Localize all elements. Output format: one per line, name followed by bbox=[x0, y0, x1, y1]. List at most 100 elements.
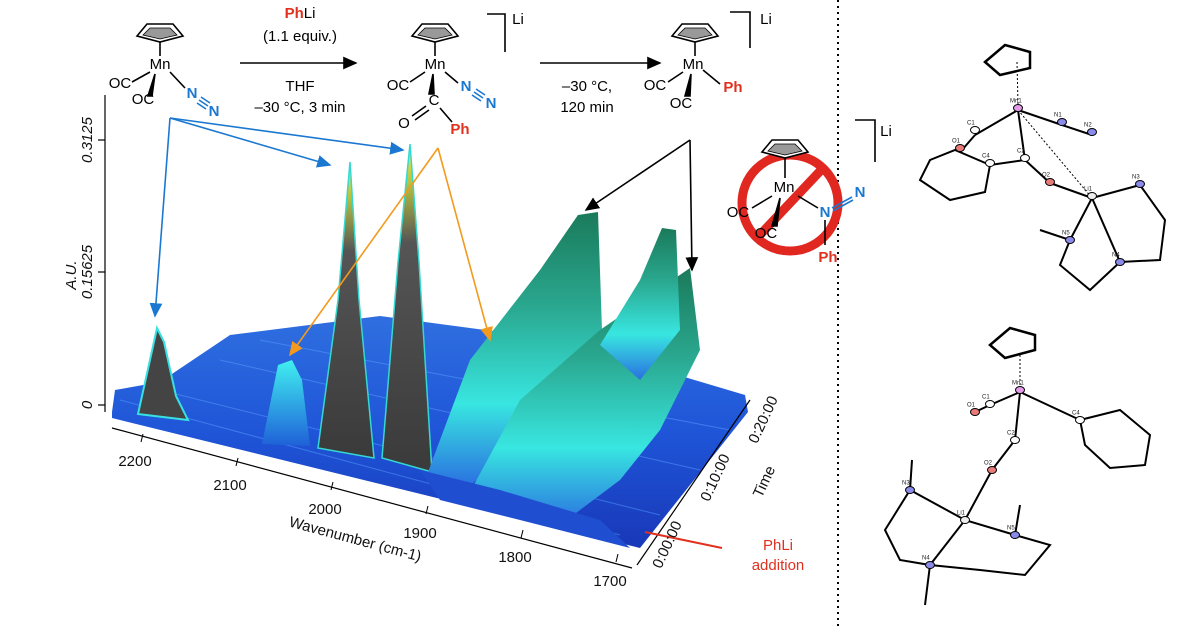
x-tick-label: 1800 bbox=[498, 549, 531, 566]
x-tick bbox=[140, 433, 144, 443]
co-ligand: OC bbox=[670, 95, 693, 112]
atom bbox=[1115, 258, 1125, 266]
atom bbox=[970, 126, 980, 134]
phenyl: Ph bbox=[723, 79, 742, 96]
x-tick bbox=[425, 505, 429, 515]
nitrogen: N bbox=[820, 204, 831, 221]
atom-label: Mn1 bbox=[1010, 99, 1022, 105]
x-tick bbox=[520, 529, 524, 539]
atoms: Mn1 N1 N2 C1 O1 C2 C4 O2 Li1 N3 N5 N4 Mn1 C1 O1 C4 C2 O2 N… bbox=[902, 99, 1145, 569]
x-tick bbox=[330, 481, 334, 491]
x-tick bbox=[615, 553, 619, 563]
conditions: –30 °C, 3 min bbox=[254, 99, 345, 116]
co-ligand: OC bbox=[109, 75, 132, 92]
nitrogen: N bbox=[855, 184, 866, 201]
atom bbox=[955, 144, 965, 152]
atom bbox=[985, 400, 995, 408]
atom bbox=[985, 159, 995, 167]
reagent-li: Li bbox=[304, 5, 316, 22]
x-tick-label: 1700 bbox=[593, 573, 626, 590]
atom-label: Mn1 bbox=[1012, 381, 1024, 387]
y-tick-label: 0.15625 bbox=[79, 244, 96, 299]
time-axis-label: Time bbox=[750, 463, 779, 500]
counterion: Li bbox=[880, 123, 892, 140]
counterion: Li bbox=[512, 11, 524, 28]
x-tick bbox=[235, 457, 239, 467]
atom-label: O1 bbox=[952, 139, 961, 145]
co-ligand: OC bbox=[727, 204, 750, 221]
annotation: PhLi bbox=[763, 537, 793, 554]
atom bbox=[1057, 118, 1067, 126]
atom-label: N2 bbox=[1084, 123, 1092, 129]
atom bbox=[1013, 104, 1023, 112]
scheme-bonds bbox=[131, 11, 876, 256]
atom bbox=[1065, 236, 1075, 244]
atom-label: N1 bbox=[1054, 113, 1062, 119]
addition-marker bbox=[644, 531, 723, 549]
atom bbox=[1087, 192, 1097, 200]
counterion: Li bbox=[760, 11, 772, 28]
atom-label: C2 bbox=[1007, 431, 1015, 437]
y-axis-label: A.U. bbox=[63, 260, 80, 290]
equivalents: (1.1 equiv.) bbox=[263, 28, 337, 45]
atom bbox=[1015, 386, 1025, 394]
atom bbox=[1010, 531, 1020, 539]
atom-label: C4 bbox=[1072, 411, 1080, 417]
axes bbox=[98, 95, 751, 569]
conditions: –30 °C, bbox=[562, 78, 612, 95]
atom-label: N4 bbox=[922, 556, 930, 562]
atom bbox=[1087, 128, 1097, 136]
solvent: THF bbox=[285, 78, 314, 95]
atom-label: O1 bbox=[967, 403, 976, 409]
metal: Mn bbox=[683, 56, 704, 73]
metal: Mn bbox=[425, 56, 446, 73]
atom bbox=[1020, 154, 1030, 162]
atom bbox=[960, 516, 970, 524]
scheme-text: Mn OC OC N N PhLi (1.1 equiv.) THF –30 °… bbox=[109, 5, 892, 266]
oxygen: O bbox=[398, 115, 410, 132]
atom-label: N3 bbox=[902, 481, 910, 487]
atom-label: N4 bbox=[1112, 253, 1120, 259]
reagent-ph: Ph bbox=[285, 5, 304, 22]
atom-label: N5 bbox=[1062, 231, 1070, 237]
atom-label: C1 bbox=[967, 121, 975, 127]
nitrogen: N bbox=[486, 95, 497, 112]
reagent: PhLi bbox=[285, 5, 316, 22]
y-tick-label: 0 bbox=[79, 400, 96, 409]
atom-label: N5 bbox=[1007, 526, 1015, 532]
atom-label: C1 bbox=[982, 395, 990, 401]
atom-label: Li1 bbox=[957, 511, 966, 517]
phenyl: Ph bbox=[818, 249, 837, 266]
atom-label: N3 bbox=[1132, 175, 1140, 181]
atom bbox=[1045, 178, 1055, 186]
atom bbox=[925, 561, 935, 569]
co-ligand: OC bbox=[644, 77, 667, 94]
atom bbox=[1075, 416, 1085, 424]
assignment-arrows bbox=[149, 117, 699, 357]
atom-label: O2 bbox=[984, 461, 993, 467]
ir-surface bbox=[112, 143, 748, 548]
atom-label: Li1 bbox=[1084, 187, 1093, 193]
x-tick-label: 2100 bbox=[213, 477, 246, 494]
atom bbox=[987, 466, 997, 474]
x-tick-label: 2200 bbox=[118, 453, 151, 470]
co-ligand: OC bbox=[755, 225, 778, 242]
atom bbox=[1135, 180, 1145, 188]
co-ligand: OC bbox=[387, 77, 410, 94]
time-tick-label: 0:20:00 bbox=[745, 394, 782, 447]
nitrogen: N bbox=[461, 78, 472, 95]
metal: Mn bbox=[150, 56, 171, 73]
y-tick-label: 0.3125 bbox=[79, 116, 96, 163]
x-tick-label: 1900 bbox=[403, 525, 436, 542]
atom-label: C2 bbox=[1017, 149, 1025, 155]
atom bbox=[905, 486, 915, 494]
atom-label: C4 bbox=[982, 154, 990, 160]
crystal-structures bbox=[883, 43, 1167, 606]
x-tick-label: 2000 bbox=[308, 501, 341, 518]
annotation: addition bbox=[752, 557, 805, 574]
metal: Mn bbox=[774, 179, 795, 196]
nitrogen: N bbox=[187, 85, 198, 102]
atom-label: O2 bbox=[1042, 173, 1051, 179]
atom bbox=[1010, 436, 1020, 444]
